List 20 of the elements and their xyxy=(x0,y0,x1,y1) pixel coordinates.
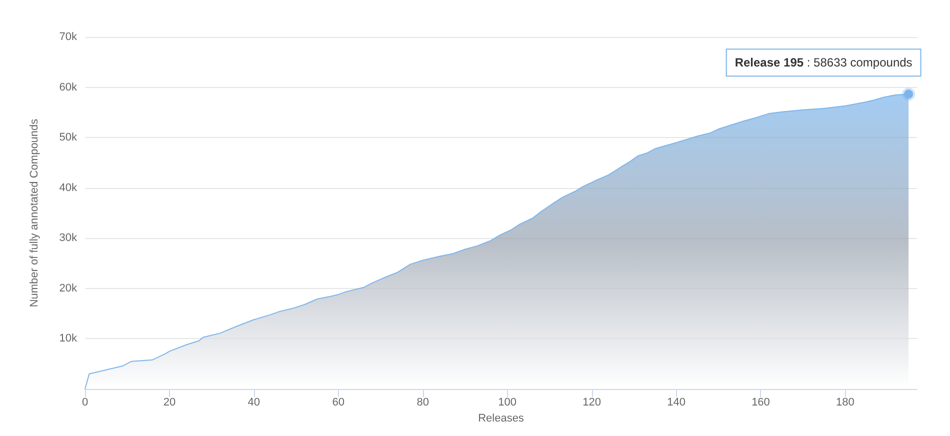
y-tick-label: 20k xyxy=(59,282,78,294)
x-tick-label: 180 xyxy=(836,396,854,408)
y-tick-label: 30k xyxy=(59,232,78,244)
x-axis-title: Releases xyxy=(478,412,524,424)
y-tick-label: 10k xyxy=(59,332,78,345)
x-tick-label: 140 xyxy=(667,396,686,408)
x-tick-label: 20 xyxy=(163,396,176,408)
x-tick-label: 40 xyxy=(248,396,260,408)
x-tick-label: 160 xyxy=(752,396,770,408)
x-tick-label: 100 xyxy=(498,396,517,408)
x-tick-label: 0 xyxy=(82,396,88,408)
x-tick-label: 120 xyxy=(582,396,601,408)
y-tick-label: 70k xyxy=(59,31,78,43)
y-tick-label: 60k xyxy=(59,81,78,94)
x-tick-label: 60 xyxy=(332,396,345,408)
y-tick-label: 50k xyxy=(59,132,78,144)
x-tick-label: 80 xyxy=(416,396,429,408)
annotation: Release 195 : 58633 compounds xyxy=(734,56,912,70)
y-axis-title: Number of fully annotated Compounds xyxy=(28,118,40,308)
y-tick-label: 40k xyxy=(59,182,78,194)
